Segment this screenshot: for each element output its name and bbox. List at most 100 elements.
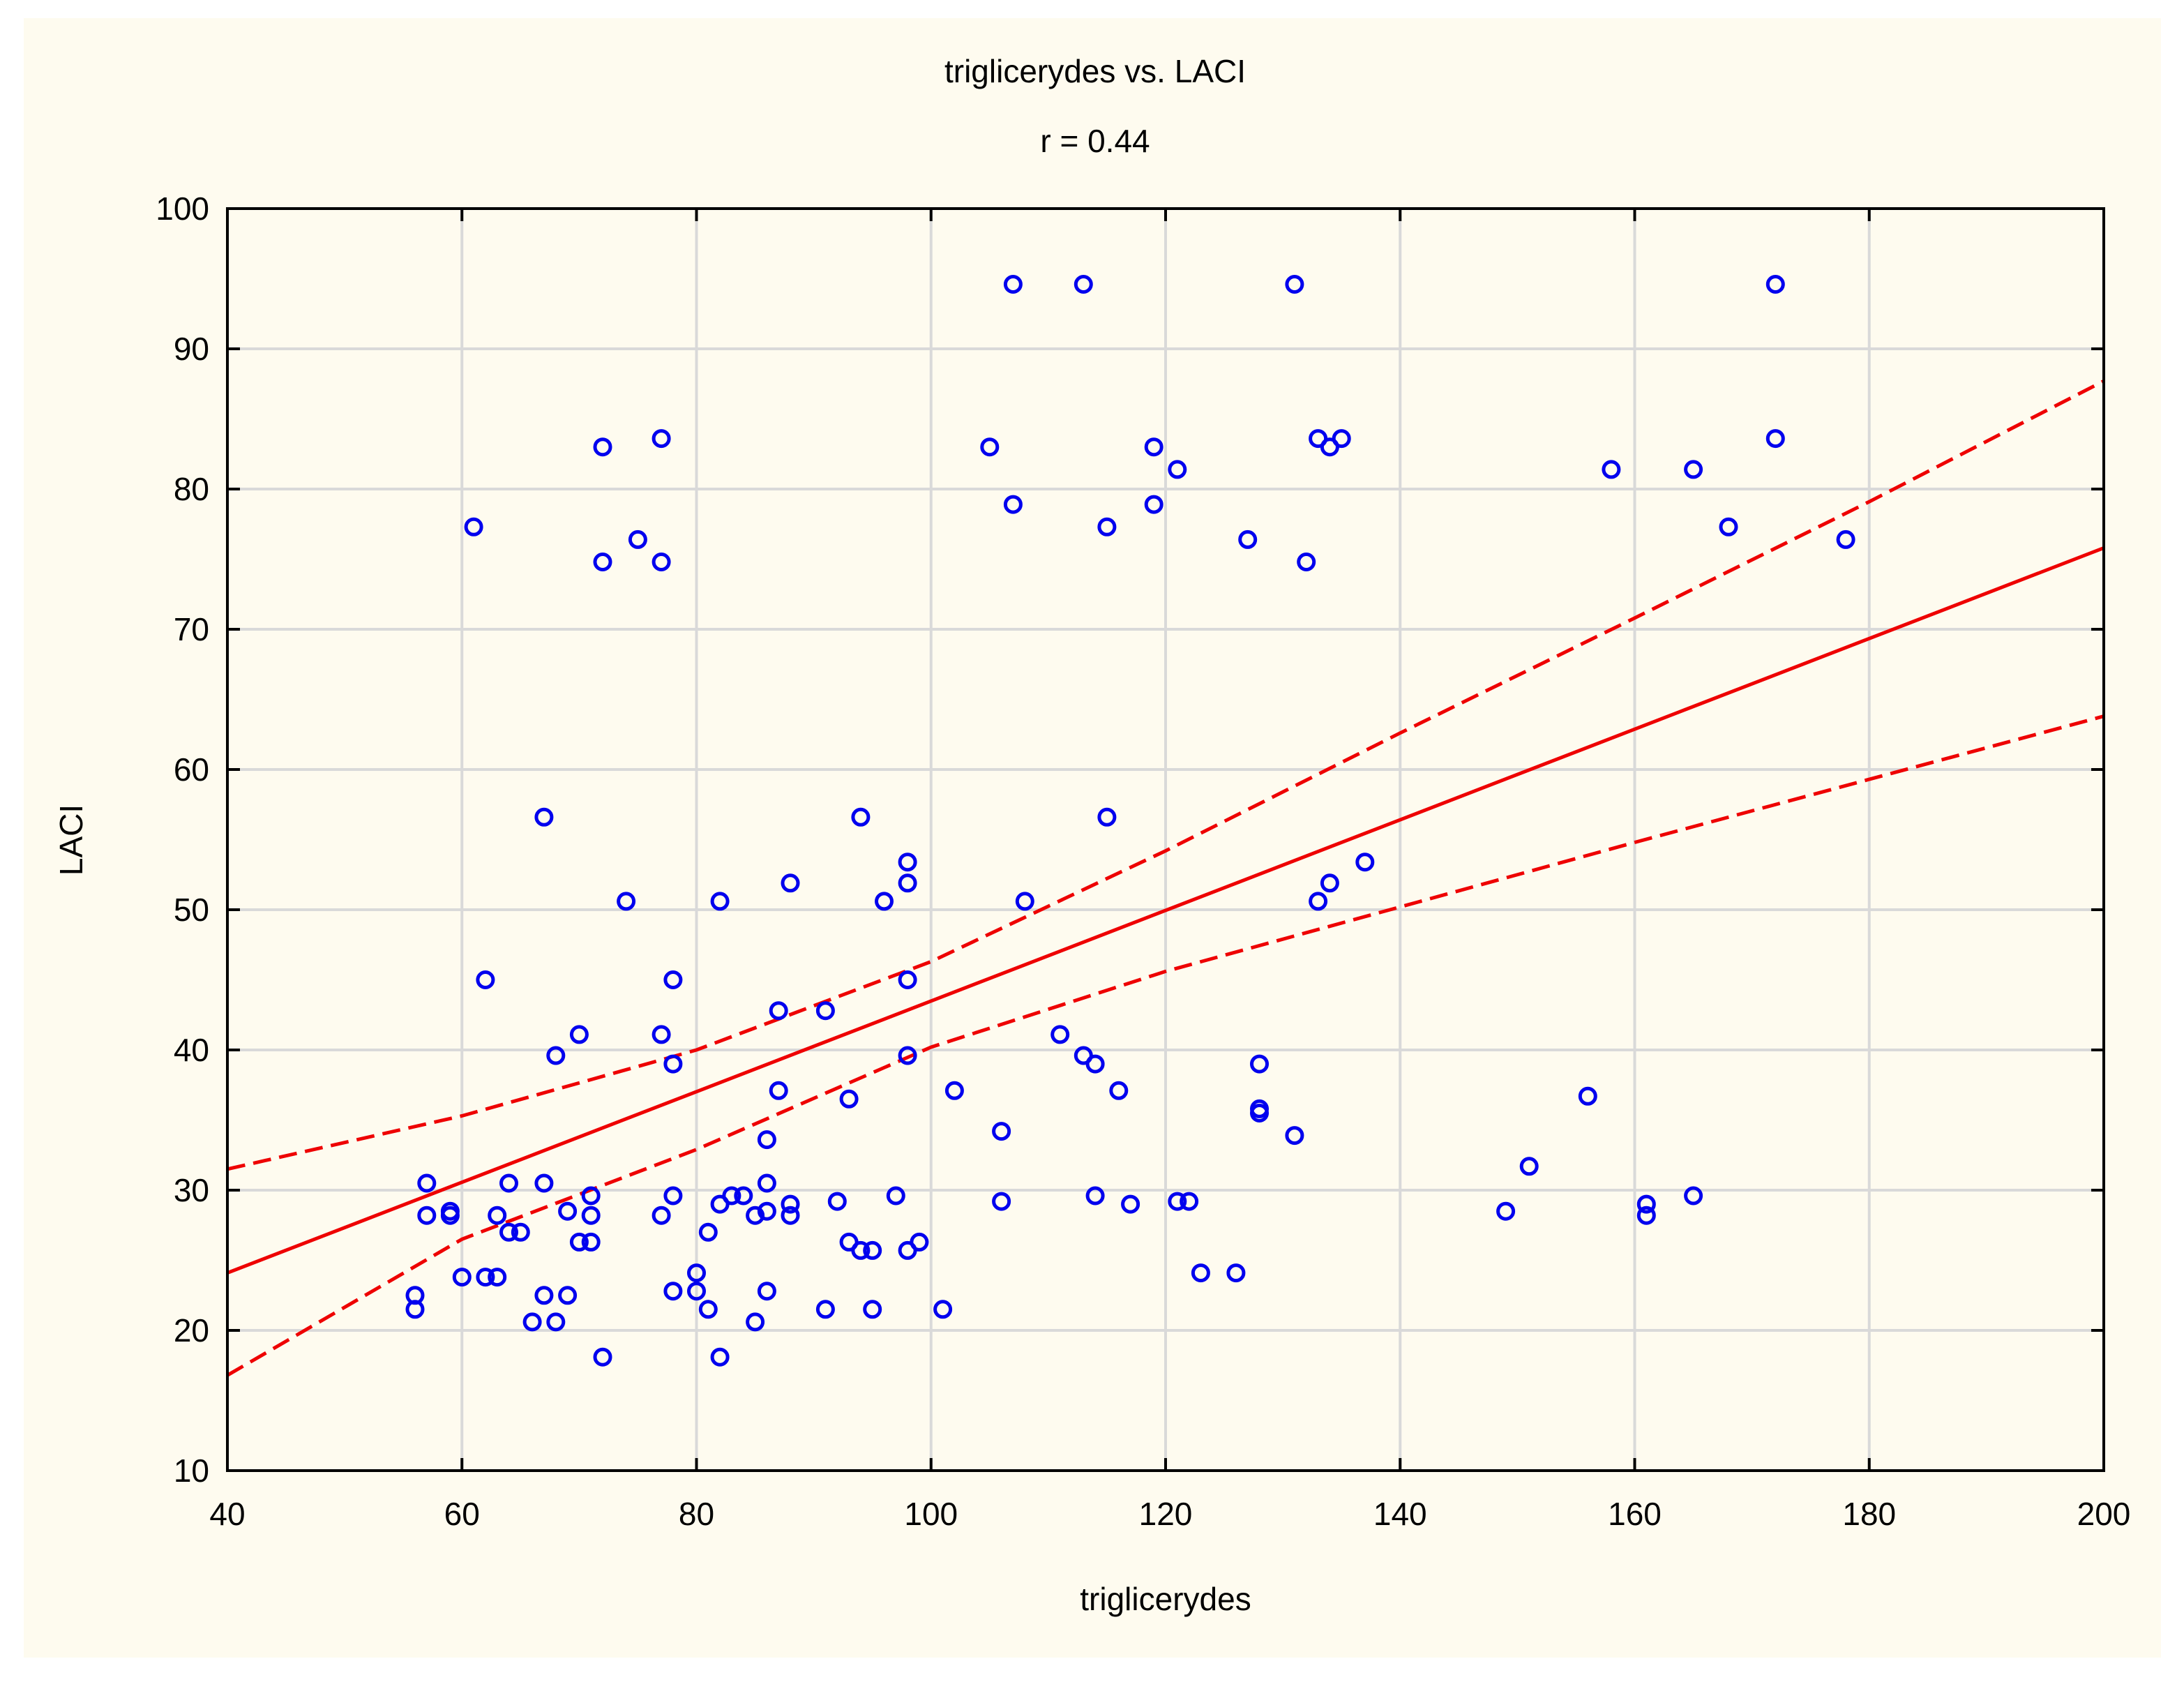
data-point	[488, 1206, 507, 1225]
data-point	[569, 1025, 589, 1044]
x-axis-label: triglicerydes	[1080, 1581, 1251, 1617]
y-tick-label: 80	[174, 471, 209, 507]
data-point	[417, 1206, 437, 1225]
data-point	[910, 1232, 929, 1252]
data-point	[734, 1186, 753, 1206]
data-point	[898, 970, 917, 989]
data-point	[757, 1173, 776, 1193]
data-point	[1320, 873, 1339, 893]
x-tick-label: 80	[679, 1496, 714, 1532]
data-point	[1074, 275, 1093, 294]
data-point	[652, 429, 671, 449]
data-point	[652, 553, 671, 571]
x-tick-label: 200	[2077, 1496, 2131, 1532]
x-tick-label: 60	[444, 1496, 480, 1532]
data-point	[757, 1201, 776, 1221]
data-point	[781, 1194, 800, 1214]
x-tick-label: 160	[1608, 1496, 1662, 1532]
data-point	[581, 1186, 601, 1206]
data-point	[499, 1222, 518, 1242]
data-point	[1285, 275, 1304, 294]
data-point	[1519, 1157, 1539, 1176]
data-point	[663, 1054, 683, 1074]
data-point	[1836, 530, 1855, 549]
data-point	[593, 1347, 612, 1367]
data-point	[1719, 517, 1738, 536]
data-point	[687, 1263, 706, 1283]
data-point	[1226, 1263, 1246, 1283]
data-point	[1285, 1126, 1304, 1146]
y-tick-label: 10	[174, 1452, 209, 1489]
data-point	[757, 1130, 776, 1150]
data-point	[1109, 1081, 1129, 1100]
data-point	[863, 1300, 882, 1319]
data-point	[1309, 892, 1328, 911]
y-tick-label: 60	[174, 751, 209, 788]
data-point	[569, 1232, 589, 1252]
data-point	[781, 873, 800, 893]
data-point	[534, 1173, 554, 1193]
data-point	[476, 970, 495, 989]
data-point	[898, 873, 917, 893]
data-point	[417, 1173, 437, 1193]
data-point	[1180, 1192, 1199, 1211]
data-point	[663, 1282, 683, 1301]
data-point	[652, 1025, 671, 1044]
data-point	[581, 1232, 601, 1252]
data-point	[1250, 1054, 1269, 1074]
data-point	[1015, 892, 1034, 911]
data-point	[405, 1300, 425, 1319]
data-point	[722, 1186, 741, 1206]
y-tick-label: 100	[156, 190, 209, 227]
data-point	[1003, 275, 1023, 294]
y-tick-label: 30	[174, 1172, 209, 1208]
data-point	[781, 1206, 800, 1225]
y-tick-label: 70	[174, 611, 209, 647]
data-point	[617, 892, 636, 911]
data-point	[663, 1186, 683, 1206]
data-point	[1684, 1186, 1703, 1206]
data-point	[558, 1201, 578, 1221]
data-point	[769, 1001, 788, 1021]
data-point	[1496, 1201, 1516, 1221]
data-point	[593, 437, 612, 457]
data-point	[1602, 460, 1621, 479]
data-point	[1297, 553, 1316, 571]
data-point	[1238, 530, 1258, 549]
data-point	[499, 1173, 518, 1193]
data-point	[1636, 1194, 1656, 1214]
data-point	[628, 530, 647, 549]
data-point	[746, 1312, 765, 1332]
regression-line	[227, 546, 2104, 1275]
data-point	[1636, 1206, 1656, 1225]
confidence-lower-line	[226, 714, 2104, 1377]
x-tick-label: 120	[1139, 1496, 1193, 1532]
data-point	[1332, 429, 1351, 449]
data-point	[488, 1268, 507, 1287]
grid-lines	[227, 209, 2104, 1471]
data-point	[1168, 1192, 1187, 1211]
data-point	[875, 892, 894, 911]
data-point	[698, 1300, 718, 1319]
fit-lines	[226, 379, 2105, 1377]
data-point	[839, 1089, 859, 1109]
data-point	[1684, 460, 1703, 479]
data-points	[405, 275, 1855, 1367]
y-tick-label: 90	[174, 331, 209, 367]
data-point	[851, 807, 871, 827]
confidence-upper-line	[227, 379, 2105, 1171]
data-point	[522, 1312, 542, 1332]
data-point	[581, 1206, 601, 1225]
data-point	[593, 553, 612, 571]
chart-title: triglicerydes vs. LACI	[944, 53, 1246, 89]
data-point	[1191, 1263, 1210, 1283]
data-point	[652, 1206, 671, 1225]
data-point	[944, 1081, 964, 1100]
data-point	[1085, 1054, 1105, 1074]
data-point	[710, 1347, 730, 1367]
data-point	[992, 1192, 1011, 1211]
data-point	[1097, 807, 1117, 827]
data-point	[687, 1282, 706, 1301]
y-tick-label: 20	[174, 1312, 209, 1349]
data-point	[698, 1222, 718, 1242]
